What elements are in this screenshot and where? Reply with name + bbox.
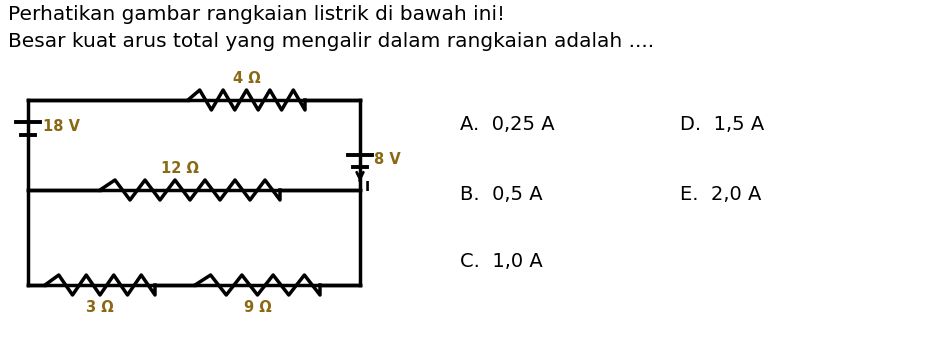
Text: Besar kuat arus total yang mengalir dalam rangkaian adalah ....: Besar kuat arus total yang mengalir dala…	[8, 32, 654, 51]
Text: 9 Ω: 9 Ω	[244, 300, 271, 315]
Text: 4 Ω: 4 Ω	[233, 71, 260, 86]
Text: A.  0,25 A: A. 0,25 A	[460, 115, 555, 134]
Text: 8 V: 8 V	[374, 152, 401, 168]
Text: 18 V: 18 V	[43, 119, 80, 134]
Text: C.  1,0 A: C. 1,0 A	[460, 252, 543, 271]
Text: D.  1,5 A: D. 1,5 A	[680, 115, 764, 134]
Text: 12 Ω: 12 Ω	[162, 161, 199, 176]
Text: I: I	[365, 180, 370, 194]
Text: B.  0,5 A: B. 0,5 A	[460, 185, 543, 204]
Text: 3 Ω: 3 Ω	[86, 300, 114, 315]
Text: E.  2,0 A: E. 2,0 A	[680, 185, 762, 204]
Text: Perhatikan gambar rangkaian listrik di bawah ini!: Perhatikan gambar rangkaian listrik di b…	[8, 5, 505, 24]
